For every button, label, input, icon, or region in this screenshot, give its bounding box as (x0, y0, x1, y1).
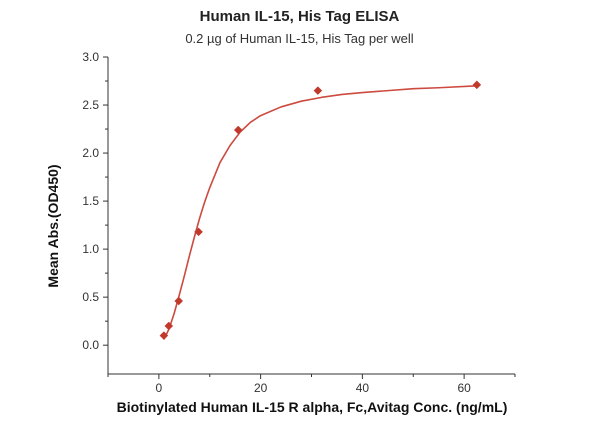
data-point (174, 296, 184, 306)
x-tick-label: 0 (156, 381, 163, 395)
y-tick-label: 1.5 (82, 194, 99, 208)
data-point (233, 125, 243, 135)
y-tick-label: 3.0 (82, 50, 99, 64)
fit-curve-layer (163, 85, 477, 340)
chart-title: Human IL-15, His Tag ELISA (199, 8, 400, 25)
y-tick-label: 0.5 (82, 290, 99, 304)
data-points-layer (159, 80, 482, 340)
x-tick-label: 40 (356, 381, 370, 395)
fit-curve (163, 85, 477, 340)
y-tick-label: 2.5 (82, 98, 99, 112)
data-point (159, 331, 169, 340)
data-point (164, 321, 174, 331)
y-tick-label: 0.0 (82, 338, 99, 352)
chart-subtitle: 0.2 µg of Human IL-15, His Tag per well (185, 31, 414, 46)
data-point (313, 86, 323, 95)
y-tick-label: 2.0 (82, 146, 99, 160)
ticks: 0 20 40 60 0.0 0.5 1.0 1.5 2.0 2.5 3.0 (82, 50, 516, 395)
y-axis-title: Mean Abs.(OD450) (45, 164, 61, 287)
y-tick-label: 1.0 (82, 242, 99, 256)
data-point (194, 227, 203, 237)
x-tick-label: 60 (457, 381, 471, 395)
x-axis-title: Biotinylated Human IL-15 R alpha, Fc,Avi… (117, 399, 508, 415)
x-tick-label: 20 (254, 381, 268, 395)
data-point (472, 80, 482, 90)
